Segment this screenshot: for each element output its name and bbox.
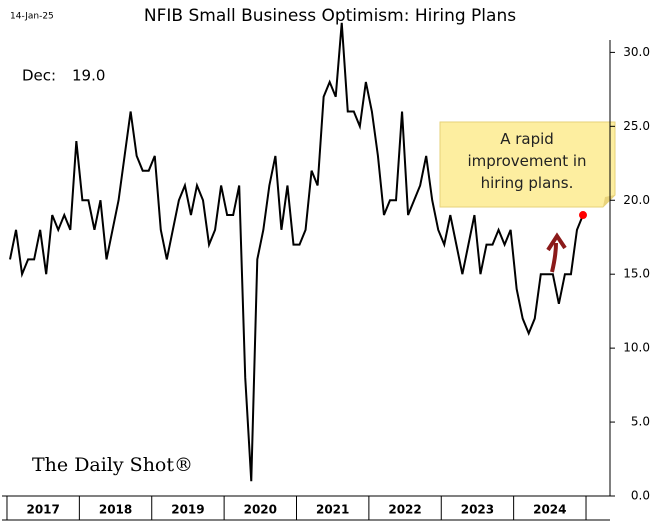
last-point-label: Dec:	[22, 67, 56, 85]
y-tick-label: 0.0	[631, 489, 650, 503]
x-tick-label: 2022	[388, 503, 421, 517]
y-tick-label: 15.0	[623, 267, 650, 281]
x-tick-label: 2021	[316, 503, 349, 517]
last-point	[579, 211, 587, 220]
annotation-fold	[603, 195, 615, 207]
y-tick-label: 25.0	[623, 119, 650, 133]
last-value-label: 19.0	[72, 67, 105, 85]
y-tick-label: 30.0	[623, 45, 650, 59]
annotation: A rapid improvement in hiring plans.	[467, 130, 587, 192]
data-line	[9, 22, 584, 482]
x-tick-label: 2020	[244, 503, 277, 517]
x-tick-label: 2017	[26, 503, 59, 517]
source-logo: The Daily Shot®	[32, 454, 193, 476]
y-tick-label: 20.0	[623, 193, 650, 207]
x-tick-label: 2023	[461, 503, 494, 517]
date-label: 14-Jan-25	[10, 12, 54, 22]
chart-title: NFIB Small Business Optimism: Hiring Pla…	[144, 6, 516, 26]
x-tick-label: 2019	[171, 503, 204, 517]
y-tick-label: 5.0	[631, 415, 650, 429]
y-tick-label: 10.0	[623, 341, 650, 355]
x-tick-label: 2018	[99, 503, 132, 517]
arrow	[550, 242, 558, 273]
x-tick-label: 2024	[533, 503, 566, 517]
arrow-head	[546, 232, 567, 252]
